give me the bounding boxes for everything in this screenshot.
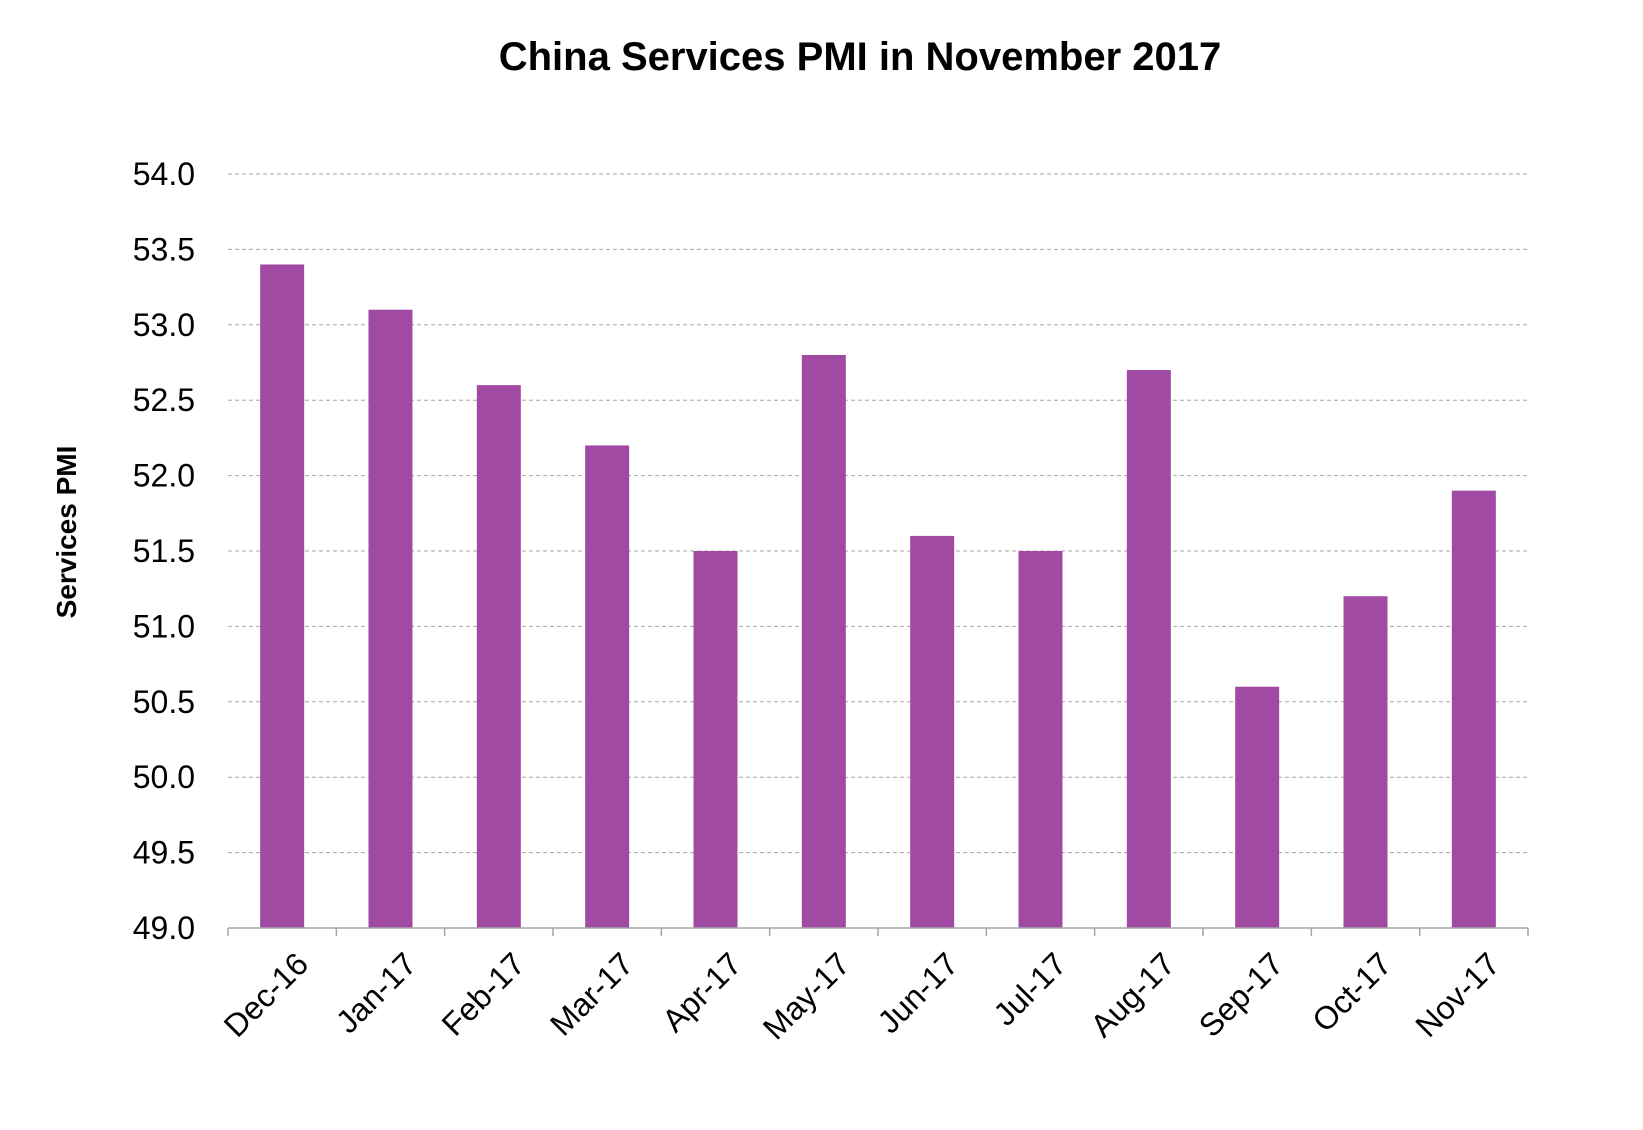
x-tick-label: Feb-17 (435, 945, 532, 1042)
bar-sep-17 (1235, 686, 1280, 928)
bar-jul-17 (1018, 551, 1063, 928)
y-axis-label: Services PMI (51, 446, 82, 619)
x-tick-label: Apr-17 (655, 945, 748, 1038)
bar-feb-17 (476, 385, 521, 928)
y-tick-label: 52.0 (133, 458, 195, 494)
y-tick-label: 50.0 (133, 759, 195, 795)
y-axis-ticks: 49.0 49.5 50.0 50.5 51.0 51.5 52.0 52.5 53.0 53.5… (133, 156, 195, 946)
x-tick-label: Nov-17 (1408, 945, 1506, 1043)
y-tick-label: 51.0 (133, 608, 195, 644)
bar-apr-17 (693, 551, 738, 928)
gridlines (228, 173, 1528, 854)
y-tick-label: 52.5 (133, 382, 195, 418)
bar-jan-17 (368, 309, 413, 929)
x-tick-label: Aug-17 (1083, 945, 1181, 1043)
chart-title: China Services PMI in November 2017 (499, 35, 1222, 79)
x-tick-label: Sep-17 (1192, 945, 1290, 1043)
y-tick-label: 49.0 (133, 910, 195, 946)
bar-jun-17 (910, 535, 955, 928)
x-tick-label: Jun-17 (870, 945, 965, 1040)
x-tick-label: May-17 (756, 945, 857, 1046)
x-tick-label: Jul-17 (986, 945, 1073, 1032)
bar-oct-17 (1343, 596, 1388, 928)
x-axis-ticks: Dec-16 Jan-17 Feb-17 Mar-17 Apr-17 May-17 Jun-… (217, 945, 1507, 1046)
bar-mar-17 (585, 445, 630, 928)
bar-may-17 (801, 354, 846, 929)
bars (260, 264, 1496, 929)
bar-nov-17 (1451, 490, 1496, 928)
x-tick-label: Dec-16 (217, 945, 315, 1043)
bar-aug-17 (1126, 370, 1171, 928)
y-tick-label: 53.0 (133, 307, 195, 343)
y-tick-label: 53.5 (133, 231, 195, 267)
y-tick-label: 50.5 (133, 684, 195, 720)
bar-dec-16 (260, 264, 305, 929)
x-tick-label: Oct-17 (1305, 945, 1398, 1038)
x-tick-label: Jan-17 (329, 945, 424, 1040)
x-axis (227, 927, 1529, 936)
y-tick-label: 54.0 (133, 156, 195, 192)
y-tick-label: 51.5 (133, 533, 195, 569)
x-tick-label: Mar-17 (543, 945, 640, 1042)
y-tick-label: 49.5 (133, 835, 195, 871)
